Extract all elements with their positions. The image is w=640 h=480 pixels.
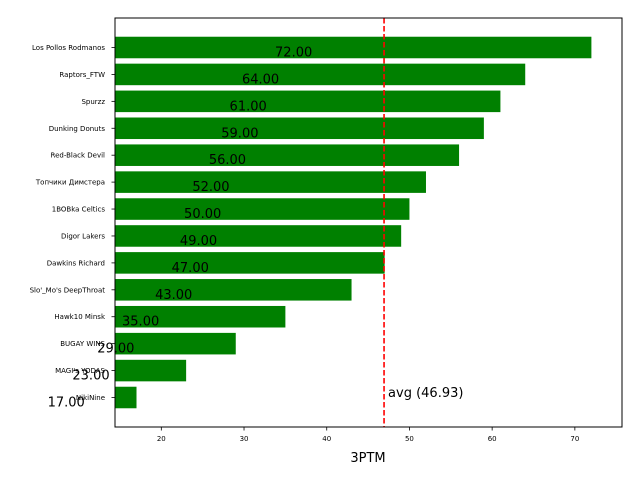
bar-value-label: 56.00 [209,153,246,168]
y-tick-label: MAGI's YODAS [55,367,105,375]
bar [115,225,402,247]
y-tick-label: Топчики Димстера [35,179,105,187]
bar-value-label: 50.00 [184,207,221,222]
bar [115,332,236,355]
x-tick-label: 60 [488,435,497,443]
y-tick-label: Red-Black Devil [51,152,106,160]
plot-frame [114,17,623,428]
bar-value-label: 35.00 [122,315,159,330]
y-tick-label: Digor Lakers [61,232,105,240]
bar [115,198,410,220]
y-tick-label: BUGAY WINS [60,340,105,348]
x-axis-ticks: 20 30 40 50 60 70 [157,427,579,443]
x-tick-label: 50 [405,435,414,443]
y-tick-label: 1BOBka Celtics [52,206,106,214]
bar [115,171,426,193]
bar-value-label: 52.00 [192,180,229,195]
bar [115,386,137,409]
bar [115,144,460,166]
y-tick-label: Dawkins Richard [47,259,105,267]
bar-value-label: 17.00 [48,396,85,411]
bar-value-label: 29.00 [97,342,134,357]
y-tick-label: Spurzz [81,98,105,106]
average-label: avg (46.93) [388,386,463,401]
bar-value-label: 47.00 [172,261,209,276]
x-tick-label: 70 [570,435,579,443]
y-tick-label: Dunking Donuts [49,125,106,133]
bar-value-label: 23.00 [72,369,109,384]
bar [115,117,484,140]
bar [115,305,286,328]
bar [115,279,352,301]
bar-value-label: 43.00 [155,288,192,303]
bar-value-label: 72.00 [275,46,312,61]
bar-value-label: 61.00 [230,99,267,114]
y-tick-label: NikiNine [76,394,105,402]
y-tick-label: Slo'_Mo's DeepThroat [30,286,106,294]
bar [115,90,501,113]
bar [115,63,526,86]
bar-value-label: 59.00 [221,126,258,141]
y-tick-label: Hawk10 Minsk [54,313,106,321]
x-tick-label: 20 [157,435,166,443]
x-axis-title: 3PTM [350,451,385,466]
y-tick-label: Raptors_FTW [59,71,105,79]
bar-value-label: 64.00 [242,72,279,87]
bar [115,359,187,382]
x-tick-label: 40 [322,435,331,443]
bar-value-labels: 72.00 64.00 61.00 59.00 56.00 52.00 50.00 49.00… [48,46,313,411]
y-tick-label: Los Pollos Rodmanos [32,44,105,52]
y-axis-ticks: Los Pollos Rodmanos Raptors_FTW Spurzz Dunk… [30,44,115,402]
bar [115,252,385,274]
bar [115,36,592,59]
bar-value-label: 49.00 [180,234,217,249]
x-tick-label: 30 [240,435,249,443]
bars-group [115,36,592,409]
